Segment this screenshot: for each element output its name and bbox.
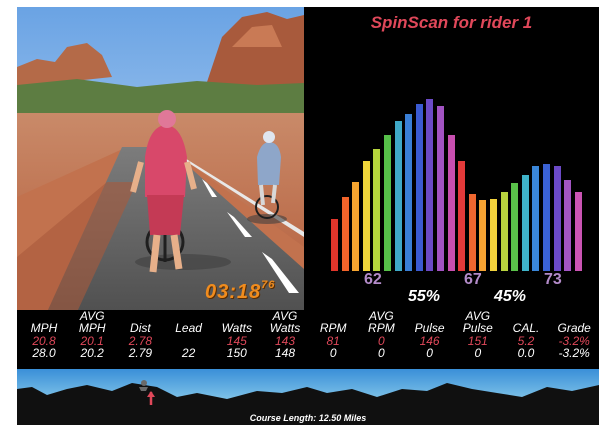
stat-column: Pulse 146 0 [401, 310, 459, 359]
stat-rider-value: 20.1 [80, 334, 104, 348]
course-profile-chart [17, 369, 599, 425]
spinscan-bar [564, 180, 572, 271]
ride-stats-table: MPH 20.8 28.0 AVG MPH 20.1 20.2 Dist 2.78 2.79 Lea… [17, 310, 599, 375]
stat-header: Watts [269, 321, 301, 335]
stat-column: Watts 145 150 [208, 310, 266, 359]
spinscan-bar [490, 199, 497, 271]
stat-column: Grade -3.2% -3.2% [545, 310, 599, 359]
spinscan-bar [331, 219, 338, 271]
stat-header-top: AVG [272, 309, 298, 323]
spinscan-bar [574, 192, 582, 271]
stat-pacer-value: 148 [274, 346, 296, 360]
spinscan-bar [479, 200, 487, 271]
stat-column: AVG RPM 0 0 [352, 310, 410, 359]
spinscan-bar [373, 149, 381, 271]
stat-header: Grade [557, 321, 591, 335]
spinscan-bar [543, 164, 550, 271]
stat-header: Pulse [414, 321, 445, 335]
stat-header-top: AVG [79, 309, 105, 323]
timer-main: 03:18 [205, 281, 262, 303]
ride-scene-view: 03:1876 [17, 7, 304, 312]
stat-header: RPM [368, 321, 395, 335]
ride-scene-illustration [17, 7, 304, 312]
stat-rider-value: 145 [226, 334, 247, 348]
spinscan-bar [362, 161, 370, 271]
stat-rider-value: 146 [419, 334, 440, 348]
course-profile: Course Length: 12.50 Miles [17, 369, 599, 425]
stat-pacer-value: 22 [181, 346, 196, 360]
stat-column: AVG Watts 143 148 [256, 310, 314, 359]
spinscan-panel: SpinScan for rider 1 62 67 73 55% 45% [304, 7, 599, 312]
stat-rider-value: 81 [326, 334, 340, 348]
spinscan-right-percent: 45% [494, 288, 527, 305]
course-length-label: Course Length: 12.50 Miles [249, 413, 367, 423]
stat-rider-value: 20.8 [32, 334, 56, 348]
stat-pacer-value: 0.0 [517, 346, 535, 360]
spinscan-bar [458, 161, 466, 271]
stat-column: RPM 81 0 [304, 310, 362, 359]
spinscan-bar [384, 135, 391, 271]
stat-column: AVG Pulse 151 0 [449, 310, 507, 359]
spinscan-bar-chart [314, 7, 594, 312]
stat-pacer-value: 2.79 [128, 346, 153, 360]
stat-header: Dist [130, 321, 151, 335]
spinscan-title: SpinScan for rider 1 [370, 13, 533, 32]
spinscan-bar [511, 183, 519, 271]
stat-rider-value: -3.2% [558, 334, 590, 348]
stat-header: RPM [319, 321, 347, 335]
stat-column: Dist 2.78 2.79 [111, 310, 169, 359]
spinscan-bar [352, 182, 360, 271]
stat-column: CAL. 5.2 0.0 [497, 310, 555, 359]
spinscan-average-value: 73 [544, 271, 562, 288]
stat-pacer-value: 0 [329, 346, 337, 360]
spinscan-bar [426, 99, 434, 271]
spinscan-left-percent: 55% [408, 288, 441, 305]
stat-pacer-value: 0 [474, 346, 482, 360]
stat-rider-value: 143 [274, 334, 296, 348]
stat-pacer-value: 20.2 [80, 346, 104, 360]
stat-pacer-value: 150 [226, 346, 247, 360]
stat-pacer-value: -3.2% [558, 346, 590, 360]
stat-column: MPH 20.8 28.0 [17, 310, 73, 359]
ride-timer: 03:1876 [205, 279, 276, 304]
stat-column: Lead 22 [160, 310, 218, 359]
stat-header: MPH [30, 321, 58, 335]
stat-header: MPH [78, 321, 106, 335]
stat-rider-value: 151 [467, 334, 488, 348]
racemate-window: 03:1876 SpinScan for rider 1 62 67 73 55… [17, 7, 599, 425]
spinscan-bar [447, 135, 455, 271]
stat-rider-value: 5.2 [517, 334, 535, 348]
spinscan-bar [341, 197, 349, 271]
spinscan-bar [415, 104, 423, 271]
stat-column: AVG MPH 20.1 20.2 [63, 310, 121, 359]
spinscan-bar [532, 166, 540, 271]
stat-pacer-value: 28.0 [32, 346, 56, 360]
timer-fraction: 76 [261, 279, 276, 291]
rider-marker-icon [139, 380, 155, 405]
stat-header: Lead [175, 321, 202, 335]
stat-rider-value: 0 [378, 334, 385, 348]
stat-header-top: AVG [369, 309, 394, 323]
spinscan-right-value: 67 [464, 271, 482, 288]
stat-pacer-value: 0 [426, 346, 433, 360]
spinscan-left-value: 62 [364, 271, 382, 288]
stat-header: Watts [221, 321, 253, 335]
spinscan-bar [405, 114, 413, 271]
spinscan-bar [500, 192, 508, 271]
spinscan-bar [394, 121, 402, 271]
stat-rider-value: 2.78 [128, 334, 153, 348]
stat-header: CAL. [512, 321, 540, 335]
spinscan-bar [437, 106, 444, 271]
stat-header: Pulse [462, 321, 493, 335]
spinscan-bar [553, 166, 561, 271]
stat-header-top: AVG [465, 309, 491, 323]
spinscan-bar [468, 194, 476, 271]
spinscan-bar [521, 175, 529, 271]
stat-pacer-value: 0 [378, 346, 385, 360]
